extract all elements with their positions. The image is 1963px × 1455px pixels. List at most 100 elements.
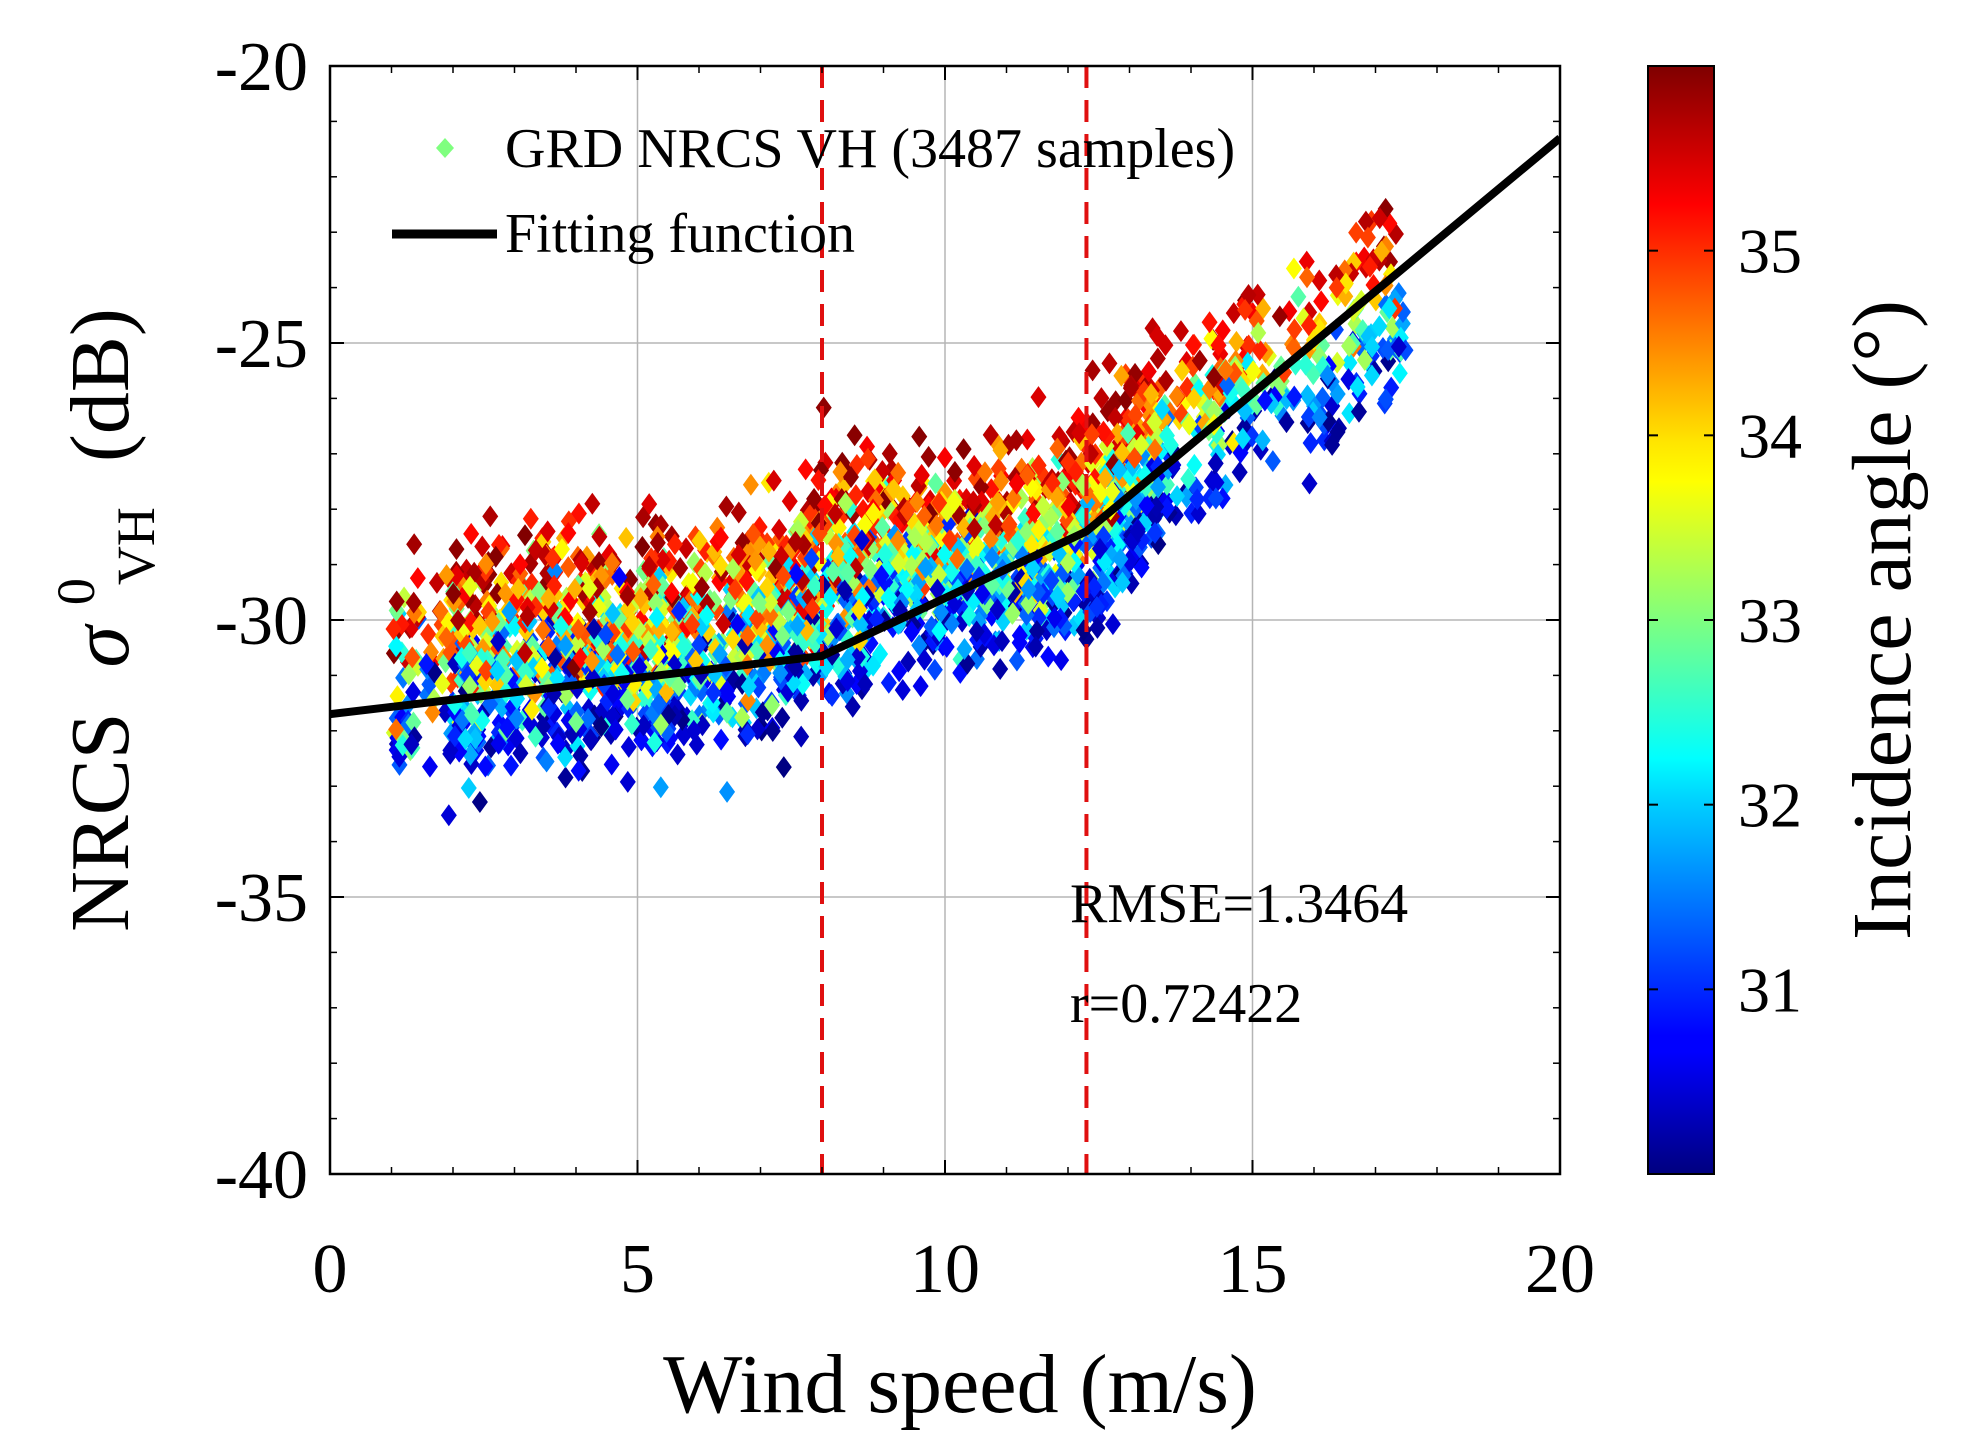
scatter-point xyxy=(1237,298,1254,321)
scatter-point xyxy=(406,533,423,556)
scatter-point xyxy=(1004,602,1021,625)
scatter-point xyxy=(727,578,744,601)
scatter-point xyxy=(774,624,791,647)
scatter-point xyxy=(1020,592,1037,615)
scatter-point xyxy=(477,755,494,778)
scatter-point xyxy=(1256,389,1273,412)
scatter-point xyxy=(839,561,856,584)
scatter-point xyxy=(780,600,797,623)
scatter-point xyxy=(687,649,704,672)
scatter-point xyxy=(1254,429,1271,452)
scatter-point xyxy=(1299,266,1316,289)
scatter-point xyxy=(941,529,958,552)
scatter-point xyxy=(499,716,516,739)
scatter-point xyxy=(874,516,891,539)
scatter-point xyxy=(467,727,484,750)
scatter-point xyxy=(946,491,963,514)
scatter-point xyxy=(738,570,755,593)
scatter-point xyxy=(847,484,864,507)
scatter-point xyxy=(1390,335,1407,358)
scatter-point xyxy=(632,587,649,610)
scatter-point xyxy=(523,698,540,721)
y-axis-title-superscript: 0 xyxy=(46,578,106,605)
scatter-point xyxy=(1297,353,1314,376)
scatter-point xyxy=(445,582,462,605)
scatter-point xyxy=(691,529,708,552)
x-tick-label: 0 xyxy=(313,1231,348,1308)
scatter-point xyxy=(1311,269,1328,292)
scatter-point xyxy=(1234,427,1251,450)
scatter-point xyxy=(1205,366,1222,389)
scatter-point xyxy=(1207,487,1224,510)
colorbar-title: Incidence angle (°) xyxy=(1836,300,1929,940)
scatter-point xyxy=(1148,495,1165,518)
scatter-point xyxy=(544,547,561,570)
scatter-point xyxy=(889,529,906,552)
scatter-point xyxy=(788,562,805,585)
scatter-point xyxy=(928,514,945,537)
y-axis-title-name: NRCS xyxy=(54,712,147,931)
scatter-point xyxy=(1350,400,1367,423)
scatter-point xyxy=(824,684,841,707)
scatter-point xyxy=(927,472,944,495)
scatter-point xyxy=(440,804,457,827)
scatter-point xyxy=(718,495,735,518)
scatter-point xyxy=(949,547,966,570)
rmse-annotation: RMSE=1.3464 xyxy=(1070,873,1408,935)
scatter-point xyxy=(1341,335,1358,358)
scatter-point xyxy=(900,650,917,673)
scatter-point xyxy=(718,679,735,702)
scatter-point xyxy=(956,638,973,661)
scatter-point xyxy=(527,725,544,748)
scatter-point xyxy=(764,719,781,742)
scatter-point xyxy=(1000,515,1017,538)
scatter-point xyxy=(1060,495,1077,518)
scatter-point xyxy=(968,620,985,643)
scatter-point xyxy=(642,638,659,661)
scatter-point xyxy=(448,538,465,561)
scatter-point xyxy=(478,659,495,682)
scatter-point xyxy=(739,624,756,647)
scatter-point xyxy=(1190,502,1207,525)
scatter-point xyxy=(438,564,455,587)
scatter-point xyxy=(857,513,874,536)
scatter-point xyxy=(1186,453,1203,476)
scatter-point xyxy=(794,673,811,696)
scatter-point xyxy=(1088,595,1105,618)
scatter-point xyxy=(718,701,735,724)
scatter-point xyxy=(609,643,626,666)
scatter-point xyxy=(1030,518,1047,541)
scatter-point xyxy=(510,577,527,600)
scatter-point xyxy=(566,578,583,601)
scatter-point xyxy=(1324,433,1341,456)
scatter-point xyxy=(652,713,669,736)
scatter-point xyxy=(512,742,529,765)
y-tick-label: -25 xyxy=(215,306,308,383)
scatter-point xyxy=(775,565,792,588)
scatter-point xyxy=(572,647,589,670)
colorbar-tick-label: 32 xyxy=(1738,770,1802,841)
scatter-point xyxy=(489,582,506,605)
y-tick-label: -30 xyxy=(215,583,308,660)
scatter-point xyxy=(678,537,695,560)
scatter-point xyxy=(539,520,556,543)
scatter-point xyxy=(438,626,455,649)
scatter-point xyxy=(603,753,620,776)
scatter-point xyxy=(781,490,798,513)
scatter-point xyxy=(984,546,1001,569)
scatter-point xyxy=(827,502,844,525)
scatter-point xyxy=(666,533,683,556)
scatter-point xyxy=(994,630,1011,653)
scatter-point xyxy=(828,617,845,640)
scatter-point xyxy=(1178,486,1195,509)
fitting-function-line xyxy=(330,134,1560,719)
scatter-point xyxy=(771,518,788,541)
scatter-point xyxy=(836,579,853,602)
x-tick-label: 5 xyxy=(620,1231,655,1308)
scatter-point xyxy=(540,587,557,610)
scatter-point xyxy=(931,491,948,514)
scatter-point xyxy=(750,591,767,614)
scatter-point xyxy=(1313,290,1330,313)
scatter-point xyxy=(516,642,533,665)
